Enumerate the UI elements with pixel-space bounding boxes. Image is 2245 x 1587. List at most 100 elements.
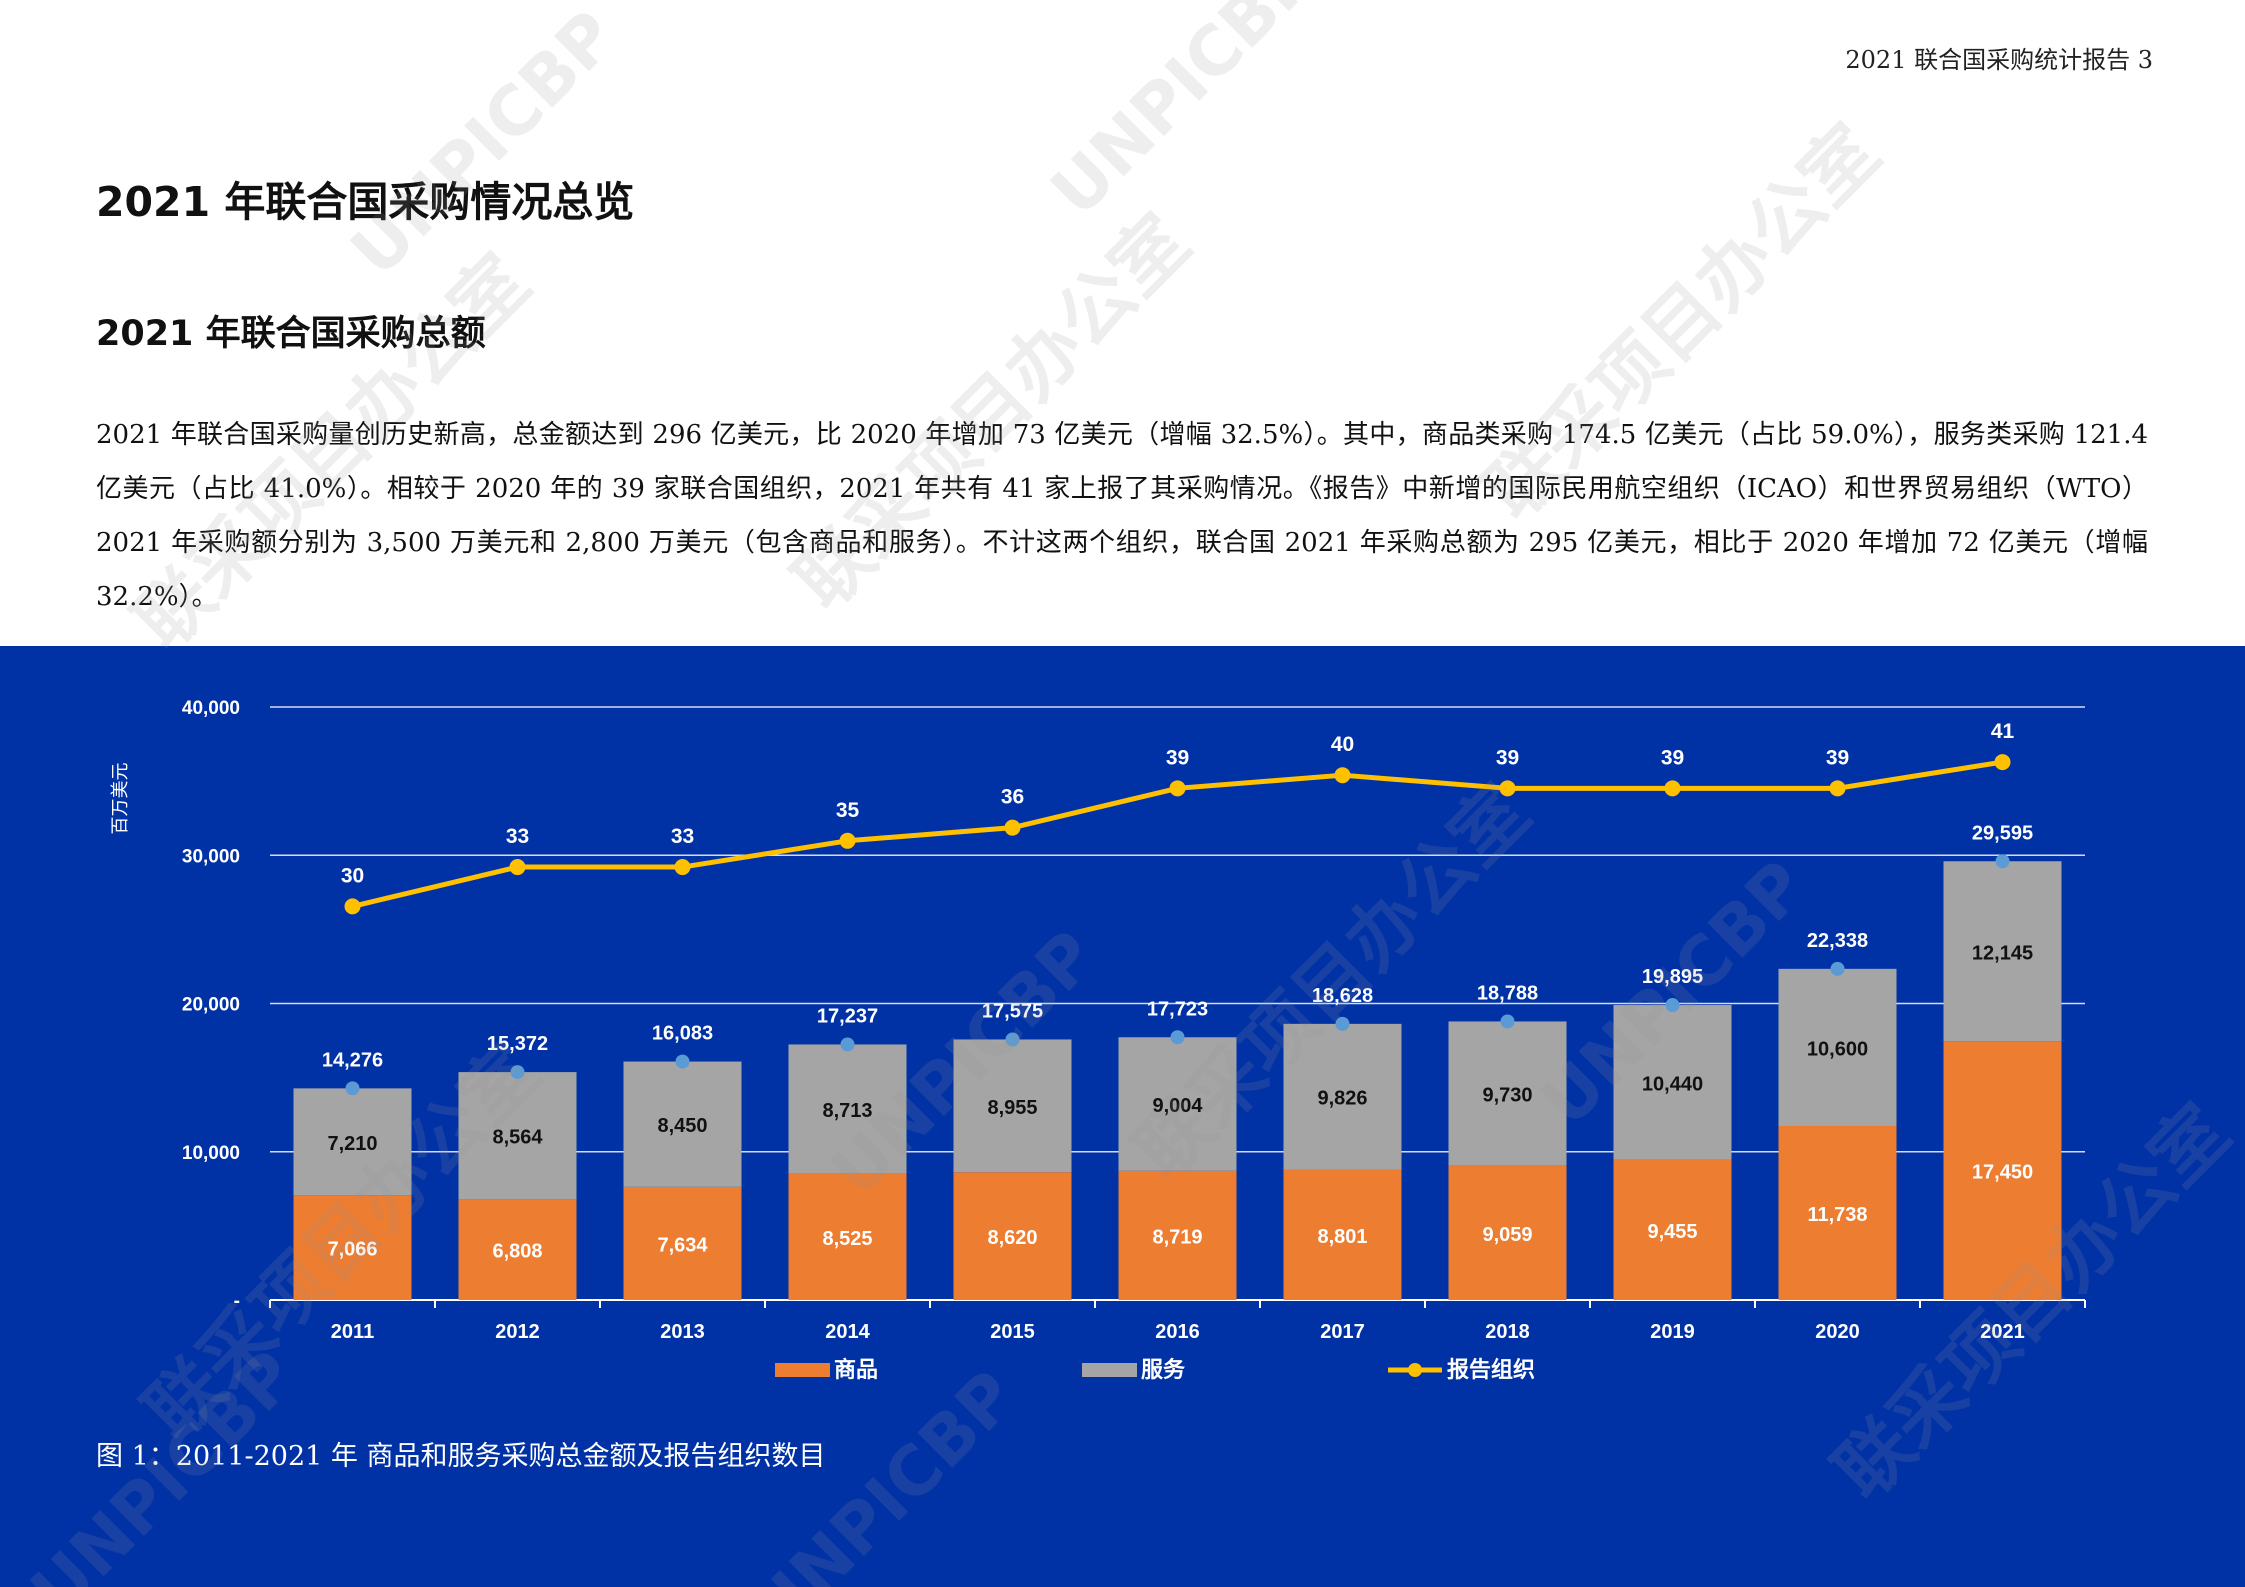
- bar-goods-label: 8,801: [1317, 1226, 1367, 1248]
- line-point-label: 36: [1001, 786, 1024, 809]
- line-point: [1499, 780, 1516, 797]
- line-point-label: 40: [1331, 733, 1354, 756]
- bar-services-label: 12,145: [1972, 942, 2033, 964]
- x-tick-label: 2018: [1485, 1321, 1530, 1343]
- x-tick-label: 2019: [1650, 1321, 1695, 1343]
- bar-services: [1778, 968, 1897, 1126]
- watermark-text: UNPICBP: [336, 0, 631, 292]
- bar-goods: [1778, 1125, 1897, 1300]
- total-marker: [1005, 1032, 1020, 1047]
- total-label: 22,338: [1807, 930, 1868, 952]
- bar-services-label: 10,600: [1807, 1038, 1868, 1060]
- total-marker: [345, 1081, 360, 1096]
- total-label: 14,276: [322, 1049, 383, 1071]
- y-axis-title: 百万美元: [110, 763, 130, 835]
- section-title: 2021 年联合国采购情况总览: [96, 178, 635, 226]
- total-marker: [1500, 1014, 1515, 1029]
- bar-services-label: 10,440: [1642, 1073, 1703, 1095]
- x-tick-label: 2011: [331, 1321, 374, 1343]
- bar-services: [458, 1072, 577, 1200]
- bar-services: [953, 1039, 1072, 1173]
- procurement-chart: - 10,000 20,000 30,000 40,000 百万美元 7,066 7,210 1…: [110, 698, 2086, 1382]
- x-tick-label: 2020: [1815, 1321, 1860, 1343]
- x-tick-label: 2016: [1155, 1321, 1200, 1343]
- body-paragraph: 2021 年联合国采购量创历史新高，总金额达到 296 亿美元，比 2020 年…: [96, 420, 2148, 612]
- total-marker: [1665, 998, 1680, 1013]
- bar-goods-label: 8,620: [987, 1227, 1037, 1249]
- bar-services-label: 8,713: [822, 1100, 872, 1122]
- line-point: [1994, 754, 2011, 771]
- line-point-label: 41: [1991, 720, 2015, 743]
- bar-services: [1448, 1021, 1567, 1166]
- total-marker: [510, 1065, 525, 1080]
- y-tick-label: 30,000: [182, 846, 240, 867]
- total-marker: [1170, 1030, 1185, 1045]
- bar-services-label: 9,826: [1317, 1088, 1367, 1110]
- bar-services-label: 8,564: [492, 1127, 543, 1149]
- bar-goods: [788, 1173, 907, 1300]
- line-point: [1829, 780, 1846, 797]
- line-point: [1334, 767, 1351, 784]
- bar-goods: [623, 1186, 742, 1300]
- total-label: 16,083: [652, 1023, 713, 1045]
- total-marker: [840, 1037, 855, 1052]
- bar-services-label: 7,210: [327, 1133, 377, 1155]
- watermark-text: UNPICBP: [1036, 0, 1331, 232]
- line-point-label: 39: [1496, 746, 1519, 769]
- x-tick-label: 2014: [825, 1321, 870, 1343]
- bar-goods-label: 7,634: [657, 1234, 708, 1256]
- bar-goods-label: 6,808: [492, 1241, 542, 1263]
- bar-goods: [1613, 1159, 1732, 1300]
- x-tick-label: 2021: [1980, 1321, 2025, 1343]
- line-point-label: 39: [1661, 746, 1684, 769]
- total-marker: [1335, 1016, 1350, 1031]
- subsection-title: 2021 年联合国采购总额: [96, 314, 486, 354]
- legend-swatch-line-dot: [1408, 1363, 1422, 1377]
- line-point-label: 39: [1826, 746, 1849, 769]
- line-point-label: 35: [836, 799, 860, 822]
- bar-services: [293, 1088, 412, 1196]
- legend-swatch-goods: [775, 1363, 830, 1377]
- legend-label-services: 服务: [1141, 1357, 1186, 1382]
- bar-services-label: 9,730: [1482, 1085, 1532, 1107]
- bar-goods: [1283, 1169, 1402, 1300]
- legend-label-line: 报告组织: [1447, 1357, 1535, 1382]
- y-tick-label: 10,000: [182, 1143, 240, 1164]
- figure-caption: 图 1：2011-2021 年 商品和服务采购总金额及报告组织数目: [96, 1441, 826, 1472]
- x-tick-label: 2017: [1320, 1321, 1365, 1343]
- x-tick-label: 2012: [495, 1321, 540, 1343]
- bar-services: [788, 1044, 907, 1174]
- running-header: 2021 联合国采购统计报告 3: [1845, 46, 2153, 74]
- line-point-label: 33: [506, 825, 529, 848]
- bar-services: [1943, 861, 2062, 1042]
- total-label: 17,575: [982, 1000, 1043, 1022]
- line-point: [1169, 780, 1186, 797]
- bar-goods-label: 17,450: [1972, 1162, 2033, 1184]
- y-tick-label: -: [234, 1291, 240, 1312]
- bar-services: [1118, 1037, 1237, 1171]
- bar-goods-label: 8,719: [1152, 1226, 1202, 1248]
- bar-goods-label: 7,066: [327, 1239, 377, 1261]
- bar-goods: [293, 1195, 412, 1300]
- bar-goods-label: 9,059: [1482, 1224, 1532, 1246]
- total-label: 29,595: [1972, 822, 2033, 844]
- bar-goods: [1118, 1170, 1237, 1300]
- bar-services: [1613, 1005, 1732, 1160]
- line-point: [344, 898, 361, 915]
- total-label: 17,723: [1147, 998, 1208, 1020]
- line-point-label: 33: [671, 825, 694, 848]
- bar-goods: [1943, 1041, 2062, 1300]
- line-point: [1004, 819, 1021, 836]
- line-point: [509, 859, 526, 876]
- bar-services: [623, 1061, 742, 1187]
- total-marker: [1830, 961, 1845, 976]
- bar-goods-label: 11,738: [1807, 1204, 1867, 1226]
- bar-services: [1283, 1023, 1402, 1170]
- x-tick-label: 2015: [990, 1321, 1035, 1343]
- bar-goods: [953, 1172, 1072, 1300]
- bar-services-label: 8,450: [657, 1115, 707, 1137]
- bar-goods: [458, 1199, 577, 1300]
- y-tick-label: 40,000: [182, 698, 240, 719]
- x-tick-label: 2013: [660, 1321, 705, 1343]
- line-point: [674, 859, 691, 876]
